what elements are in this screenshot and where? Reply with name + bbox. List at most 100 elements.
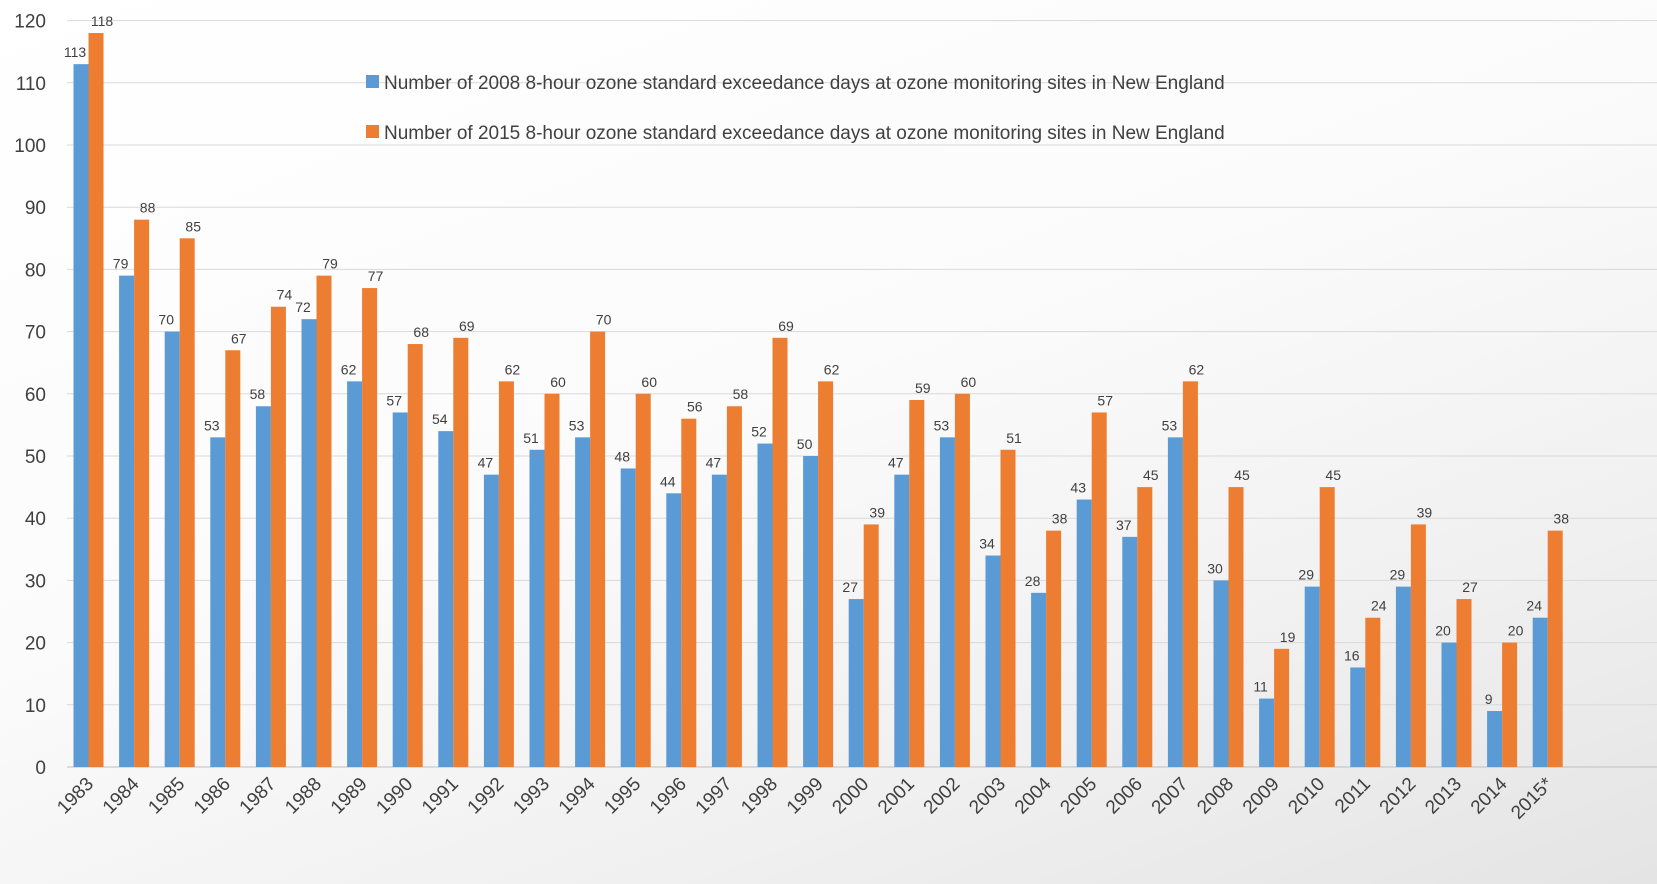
data-label: 79 <box>322 256 338 272</box>
bar-2015-2006 <box>1137 487 1153 767</box>
x-tick-label: 2000 <box>828 774 873 819</box>
legend-swatch-2008 <box>366 75 379 88</box>
data-label: 20 <box>1508 623 1524 639</box>
x-tick-label: 1998 <box>737 774 782 819</box>
data-label: 58 <box>733 386 749 402</box>
x-tick-label: 1987 <box>236 774 281 819</box>
bar-2015-2015* <box>1547 530 1563 767</box>
data-label: 29 <box>1298 567 1314 583</box>
data-label: 72 <box>295 299 311 315</box>
x-tick-label: 1994 <box>555 773 600 818</box>
data-label: 47 <box>706 455 722 471</box>
x-tick-label: 2008 <box>1193 774 1238 819</box>
y-tick-label: 110 <box>16 74 46 95</box>
y-tick-label: 60 <box>25 385 46 406</box>
bar-2015-2005 <box>1091 412 1107 767</box>
bar-2008-2004 <box>1031 592 1047 767</box>
bar-2008-1990 <box>392 412 408 767</box>
data-label: 45 <box>1325 467 1341 483</box>
data-label: 62 <box>1189 361 1205 377</box>
bar-2015-1987 <box>270 306 286 767</box>
data-label: 45 <box>1234 467 1250 483</box>
data-label: 60 <box>641 374 657 390</box>
bar-2015-1984 <box>134 219 150 767</box>
x-tick-label: 2004 <box>1011 773 1056 818</box>
bar-2008-1994 <box>575 437 591 767</box>
x-axis: 1983 1984 1985 1986 1987 1988 1989 1990 1991 1992… <box>53 773 1557 823</box>
x-tick-label: 2002 <box>920 774 965 819</box>
data-label: 51 <box>1006 430 1022 446</box>
data-label: 52 <box>751 424 767 440</box>
data-label: 74 <box>277 287 293 303</box>
bar-2015-2003 <box>1000 449 1016 767</box>
data-label: 53 <box>1162 417 1178 433</box>
y-tick-label: 40 <box>25 509 46 530</box>
data-label: 50 <box>797 436 813 452</box>
x-tick-label: 2007 <box>1148 774 1193 819</box>
x-tick-label: 2009 <box>1239 774 1284 819</box>
data-label: 16 <box>1344 647 1360 663</box>
data-label: 62 <box>824 361 840 377</box>
bar-2015-2009 <box>1274 648 1290 767</box>
bar-2015-2000 <box>863 524 879 767</box>
data-label: 60 <box>961 374 977 390</box>
data-label: 58 <box>250 386 266 402</box>
x-tick-label: 1990 <box>372 774 417 819</box>
bar-2015-1986 <box>225 350 241 767</box>
bar-2008-2011 <box>1350 667 1366 767</box>
bar-2015-2008 <box>1228 487 1244 767</box>
bar-2015-1988 <box>316 275 332 767</box>
data-label: 51 <box>523 430 539 446</box>
data-label: 30 <box>1207 560 1223 576</box>
y-tick-label: 50 <box>25 447 46 468</box>
data-label: 27 <box>842 579 858 595</box>
data-label: 53 <box>934 417 950 433</box>
data-label: 118 <box>91 13 114 29</box>
data-label: 20 <box>1435 623 1451 639</box>
bar-2008-1983 <box>73 64 89 767</box>
bar-2008-2008 <box>1213 580 1229 767</box>
bar-2015-2001 <box>909 400 925 767</box>
bar-2008-2009 <box>1259 698 1275 767</box>
data-label: 57 <box>1097 392 1113 408</box>
bar-2008-1986 <box>210 437 226 767</box>
x-tick-label: 1997 <box>692 774 737 819</box>
x-tick-label: 1989 <box>327 774 372 819</box>
data-label: 53 <box>204 417 220 433</box>
bar-2008-2005 <box>1076 499 1092 767</box>
bar-2008-2015* <box>1532 617 1548 767</box>
data-label: 38 <box>1052 511 1068 527</box>
bar-2008-1984 <box>119 275 135 767</box>
data-label: 85 <box>185 218 201 234</box>
bar-2008-1987 <box>255 406 271 767</box>
data-label: 56 <box>687 399 703 415</box>
data-label: 79 <box>113 256 129 272</box>
y-tick-label: 120 <box>14 12 46 33</box>
x-tick-label: 1999 <box>783 774 828 819</box>
x-tick-label: 2012 <box>1376 774 1421 819</box>
x-tick-label: 2010 <box>1284 774 1329 819</box>
data-label: 53 <box>569 417 585 433</box>
data-label: 70 <box>596 312 612 328</box>
data-label: 59 <box>915 380 931 396</box>
bar-2008-1988 <box>301 319 317 767</box>
x-tick-label: 1992 <box>464 774 509 819</box>
data-label: 68 <box>413 324 429 340</box>
bar-2008-2013 <box>1441 642 1457 767</box>
bar-2015-2011 <box>1365 617 1381 767</box>
bar-2015-1997 <box>726 406 742 767</box>
data-label: 47 <box>478 455 494 471</box>
bar-2015-2013 <box>1456 599 1472 767</box>
data-label: 39 <box>1417 504 1433 520</box>
x-tick-label: 1991 <box>418 774 463 819</box>
bar-2008-1998 <box>757 443 773 767</box>
bar-2015-1990 <box>407 344 423 767</box>
data-label: 47 <box>888 455 904 471</box>
bar-2015-1996 <box>681 418 697 767</box>
legend-label-2015: Number of 2015 8-hour ozone standard exc… <box>384 123 1225 144</box>
bar-series <box>73 33 1563 768</box>
bar-2008-1995 <box>620 468 636 767</box>
data-label: 77 <box>368 268 384 284</box>
legend-swatch-2015 <box>366 125 379 138</box>
